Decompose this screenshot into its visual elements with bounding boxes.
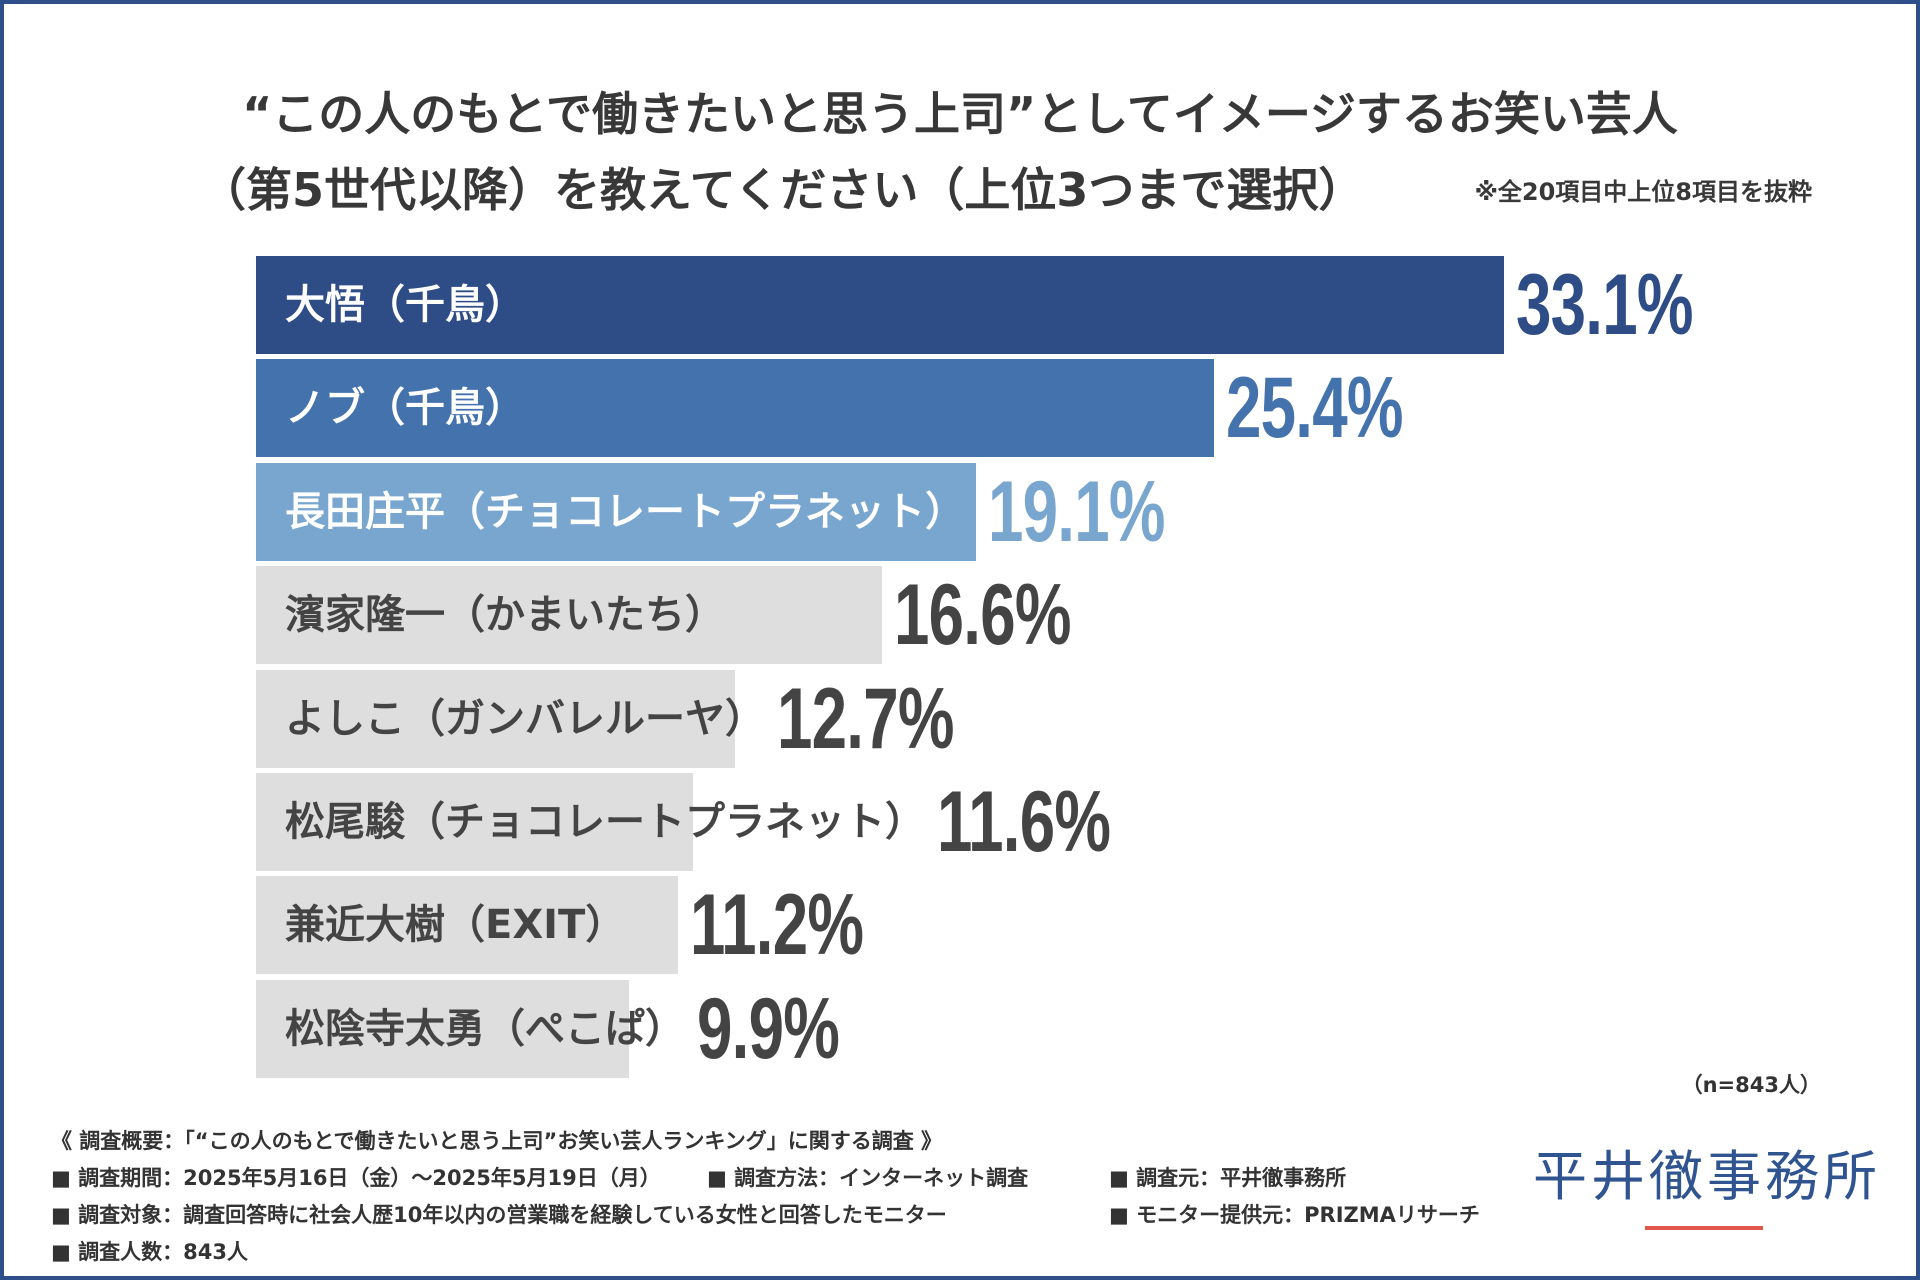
bar-row-5: よしこ（ガンバレルーヤ） 12.7% bbox=[256, 669, 1856, 768]
bar-3 bbox=[256, 462, 977, 561]
bar-row-6: 松尾駿（チョコレートプラネット） 11.6% bbox=[256, 772, 1856, 871]
value-label-1: 33.1% bbox=[1515, 257, 1693, 353]
value-label-8: 9.9% bbox=[697, 980, 840, 1077]
value-label-3: 19.1% bbox=[988, 463, 1165, 560]
category-label-7: 兼近大樹（EXIT） bbox=[256, 903, 678, 947]
category-label-3: 長田庄平（チョコレートプラネット） bbox=[256, 490, 976, 534]
bar-5 bbox=[256, 669, 735, 768]
value-label-4: 16.6% bbox=[893, 567, 1071, 664]
chart-title-line-1: “この人のもとで働きたいと思う上司”としてイメージするお笑い芸人 bbox=[242, 87, 1678, 141]
bar-content-3: 長田庄平（チョコレートプラネット） 19.1% bbox=[256, 463, 1856, 561]
bar-row-7: 兼近大樹（EXIT） 11.2% bbox=[256, 876, 1856, 975]
bar-content-5: よしこ（ガンバレルーヤ） 12.7% bbox=[256, 670, 1856, 768]
bar-content-8: 松陰寺太勇（ぺこぱ） 9.9% bbox=[256, 980, 1856, 1078]
chart-note: ※全20項目中上位8項目を抜粋 bbox=[1474, 178, 1812, 206]
bar-7 bbox=[256, 876, 679, 975]
bar-row-1: 大悟（千鳥） 33.1% bbox=[256, 256, 1856, 354]
logo-underline bbox=[1645, 1226, 1763, 1230]
bar-content-1: 大悟（千鳥） 33.1% bbox=[256, 256, 1856, 354]
bar-row-8: 松陰寺太勇（ぺこぱ） 9.9% bbox=[256, 979, 1856, 1078]
value-label-2: 25.4% bbox=[1225, 360, 1403, 457]
bar-6 bbox=[256, 772, 694, 871]
survey-target: ■ 調査対象：調査回答時に社会人歴10年以内の営業職を経験している女性と回答した… bbox=[51, 1203, 947, 1227]
survey-respondents: ■ 調査人数：843人 bbox=[51, 1240, 248, 1264]
bar-row-4: 濱家隆一（かまいたち） 16.6% bbox=[256, 566, 1856, 665]
bar-content-4: 濱家隆一（かまいたち） 16.6% bbox=[256, 566, 1856, 664]
bar-chart: 大悟（千鳥） 33.1% ノブ（千鳥） 25.4% 長田庄平（チョコレートプラネット） 1… bbox=[256, 256, 1856, 1078]
bar-row-3: 長田庄平（チョコレートプラネット） 19.1% bbox=[256, 462, 1856, 561]
category-label-1: 大悟（千鳥） bbox=[256, 283, 1504, 327]
bar-8 bbox=[256, 979, 630, 1078]
category-label-4: 濱家隆一（かまいたち） bbox=[256, 593, 882, 637]
bar-content-6: 松尾駿（チョコレートプラネット） 11.6% bbox=[256, 773, 1856, 871]
value-label-5: 12.7% bbox=[777, 670, 954, 767]
bar-1 bbox=[256, 256, 1504, 354]
survey-panel-provider: ■ モニター提供元：PRIZMAリサーチ bbox=[1109, 1203, 1480, 1227]
survey-heading: 《 調査概要：「“この人のもとで働きたいと思う上司”お笑い芸人ランキング」に関す… bbox=[51, 1129, 943, 1153]
value-label-7: 11.2% bbox=[690, 877, 864, 974]
category-label-5: よしこ（ガンバレルーヤ） bbox=[256, 697, 765, 741]
bar-content-7: 兼近大樹（EXIT） 11.2% bbox=[256, 876, 1856, 974]
category-label-2: ノブ（千鳥） bbox=[256, 386, 1214, 430]
survey-period: ■ 調査期間：2025年5月16日（金）～2025年5月19日（月） bbox=[51, 1166, 661, 1190]
category-label-8: 松陰寺太勇（ぺこぱ） bbox=[256, 1007, 685, 1051]
bar-2 bbox=[256, 359, 1214, 458]
company-logo: 平井徹事務所 bbox=[1533, 1145, 1881, 1208]
survey-organizer: ■ 調査元：平井徹事務所 bbox=[1109, 1166, 1347, 1190]
value-label-6: 11.6% bbox=[937, 773, 1111, 870]
category-label-6: 松尾駿（チョコレートプラネット） bbox=[256, 800, 925, 844]
chart-title-line-2: （第5世代以降）を教えてください（上位3つまで選択） bbox=[200, 163, 1365, 217]
survey-method: ■ 調査方法：インターネット調査 bbox=[707, 1166, 1029, 1190]
sample-size-annotation: （n=843人） bbox=[1681, 1073, 1821, 1097]
bar-row-2: ノブ（千鳥） 25.4% bbox=[256, 359, 1856, 458]
bar-4 bbox=[256, 566, 882, 665]
bar-content-2: ノブ（千鳥） 25.4% bbox=[256, 359, 1856, 457]
